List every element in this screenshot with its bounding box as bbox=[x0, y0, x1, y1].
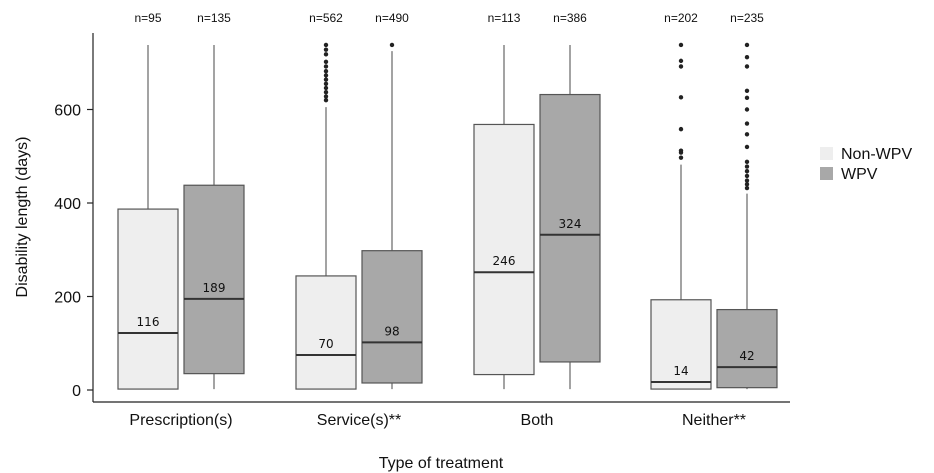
outlier-point bbox=[678, 95, 684, 100]
box-body bbox=[295, 275, 357, 390]
outlier-point bbox=[744, 88, 750, 94]
outlier-point bbox=[744, 169, 750, 174]
outlier-point bbox=[323, 77, 329, 82]
x-axis-title: Type of treatment bbox=[379, 455, 504, 472]
box-body bbox=[117, 208, 179, 390]
outlier-point bbox=[744, 64, 750, 69]
x-category-label: Service(s)** bbox=[317, 412, 401, 429]
outlier-point bbox=[744, 185, 750, 191]
x-category-label: Both bbox=[521, 412, 554, 429]
median-label: 70 bbox=[318, 337, 333, 351]
y-axis: 0 200 400 600 bbox=[54, 33, 94, 402]
outlier-point bbox=[744, 159, 750, 165]
outlier-point bbox=[678, 64, 684, 69]
sample-size-label: n=202 bbox=[664, 11, 698, 25]
outlier-point bbox=[744, 107, 750, 112]
median-label: 324 bbox=[559, 217, 582, 231]
outlier-point bbox=[678, 148, 684, 153]
box-body bbox=[183, 184, 245, 375]
outlier-point bbox=[323, 68, 329, 74]
median-label: 189 bbox=[203, 281, 226, 295]
box-body bbox=[650, 299, 712, 390]
x-category-label: Prescription(s) bbox=[129, 412, 232, 429]
outlier-point bbox=[744, 121, 750, 126]
outlier-point bbox=[678, 155, 684, 160]
y-axis-title: Disability length (days) bbox=[14, 137, 31, 298]
x-axis: Prescription(s) Service(s)** Both Neither** bbox=[93, 401, 790, 429]
legend-label: WPV bbox=[841, 166, 878, 183]
median-label: 116 bbox=[137, 315, 160, 329]
outlier-point bbox=[744, 42, 750, 48]
outlier-point bbox=[744, 164, 750, 169]
box-wpv-1: 98 n=490 bbox=[361, 11, 423, 390]
outlier-point bbox=[323, 64, 329, 69]
outlier-point bbox=[323, 85, 329, 91]
outlier-point bbox=[323, 94, 329, 99]
outlier-point bbox=[744, 95, 750, 101]
outlier-point bbox=[323, 97, 329, 103]
outlier-point bbox=[744, 178, 750, 183]
box-non-wpv-0: 116 n=95 bbox=[117, 11, 179, 390]
outlier-point bbox=[323, 59, 329, 65]
outlier-point bbox=[323, 52, 329, 57]
median-label: 42 bbox=[739, 349, 754, 363]
outlier-point bbox=[323, 81, 329, 86]
sample-size-label: n=95 bbox=[134, 11, 161, 25]
sample-size-label: n=562 bbox=[309, 11, 343, 25]
y-tick-label: 600 bbox=[54, 103, 81, 120]
box-body bbox=[473, 123, 535, 376]
box-non-wpv-1: 70 n=562 bbox=[295, 11, 357, 390]
box-wpv-0: 189 n=135 bbox=[183, 11, 245, 390]
box-body bbox=[539, 93, 601, 363]
legend-swatch bbox=[820, 167, 833, 180]
outlier-point bbox=[744, 144, 750, 150]
outlier-point bbox=[323, 47, 329, 52]
x-category-label: Neither** bbox=[682, 412, 746, 429]
sample-size-label: n=113 bbox=[488, 11, 521, 25]
y-tick-label: 200 bbox=[54, 290, 81, 307]
box-wpv-3: 42 n=235 bbox=[716, 11, 778, 390]
sample-size-label: n=135 bbox=[197, 11, 231, 25]
box-body bbox=[716, 308, 778, 389]
legend: Non-WPV WPV bbox=[820, 146, 912, 183]
outlier-point bbox=[323, 42, 329, 48]
outlier-point bbox=[744, 182, 750, 187]
y-tick-label: 0 bbox=[72, 383, 81, 400]
outlier-point bbox=[678, 126, 684, 132]
box-non-wpv-2: 246 n=113 bbox=[473, 11, 535, 390]
outlier-point bbox=[323, 73, 329, 78]
median-label: 14 bbox=[673, 364, 688, 378]
outlier-point bbox=[389, 42, 395, 48]
outlier-point bbox=[678, 42, 684, 48]
sample-size-label: n=490 bbox=[375, 11, 409, 25]
outlier-point bbox=[678, 58, 684, 64]
outlier-point bbox=[744, 132, 750, 137]
outlier-point bbox=[744, 54, 750, 60]
legend-swatch bbox=[820, 147, 833, 160]
sample-size-label: n=386 bbox=[553, 11, 587, 25]
median-label: 246 bbox=[493, 254, 516, 268]
outlier-point bbox=[323, 90, 329, 95]
box-wpv-2: 324 n=386 bbox=[539, 11, 601, 390]
y-tick-label: 400 bbox=[54, 196, 81, 213]
sample-size-label: n=235 bbox=[730, 11, 764, 25]
outlier-point bbox=[744, 173, 750, 179]
box-non-wpv-3: 14 n=202 bbox=[650, 11, 712, 390]
legend-label: Non-WPV bbox=[841, 146, 912, 163]
median-label: 98 bbox=[384, 324, 399, 338]
box-body bbox=[361, 250, 423, 384]
